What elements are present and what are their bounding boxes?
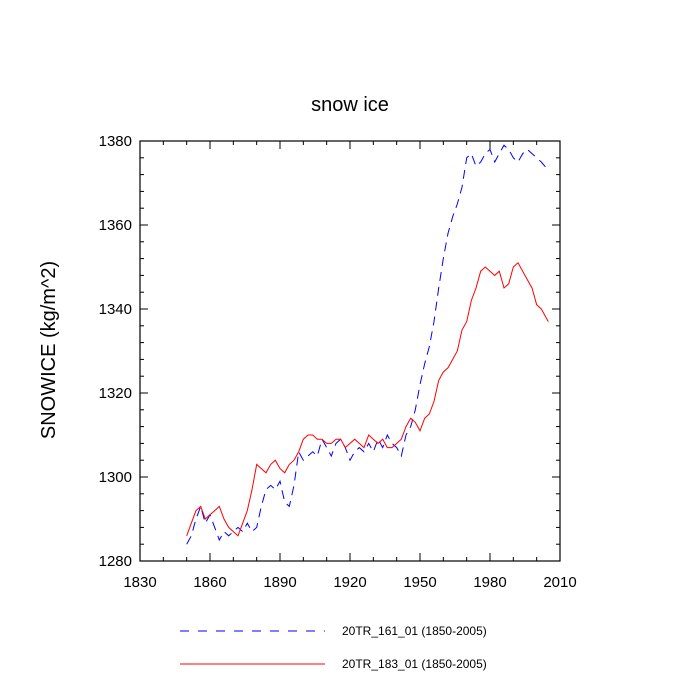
x-tick-label: 1980 [473, 574, 506, 591]
chart-title: snow ice [311, 94, 389, 116]
y-tick-label: 1300 [99, 469, 132, 486]
y-tick-label: 1380 [99, 133, 132, 150]
x-axis: 1830 1860 1890 1920 1950 1980 2010 [123, 141, 577, 591]
y-tick-label: 1360 [99, 217, 132, 234]
series-line-2 [186, 262, 549, 537]
y-tick-label: 1340 [99, 301, 132, 318]
legend-label-1: 20TR_161_01 (1850-2005) [342, 624, 487, 638]
x-tick-label: 1830 [123, 574, 156, 591]
x-tick-label: 1890 [263, 574, 296, 591]
legend-label-2: 20TR_183_01 (1850-2005) [342, 657, 487, 671]
y-axis: 1280 1300 1320 1340 1360 1380 [99, 133, 560, 570]
series-layer [186, 144, 549, 545]
series-line-1 [186, 144, 549, 545]
x-tick-label: 1950 [403, 574, 436, 591]
y-tick-label: 1280 [99, 553, 132, 570]
legend: 20TR_161_01 (1850-2005) 20TR_183_01 (1850… [180, 624, 487, 671]
y-axis-label: SNOWICE (kg/m^2) [38, 261, 60, 439]
x-tick-label: 1920 [333, 574, 366, 591]
x-tick-label: 2010 [543, 574, 576, 591]
plot-frame [139, 140, 561, 562]
y-tick-label: 1320 [99, 385, 132, 402]
x-tick-label: 1860 [193, 574, 226, 591]
